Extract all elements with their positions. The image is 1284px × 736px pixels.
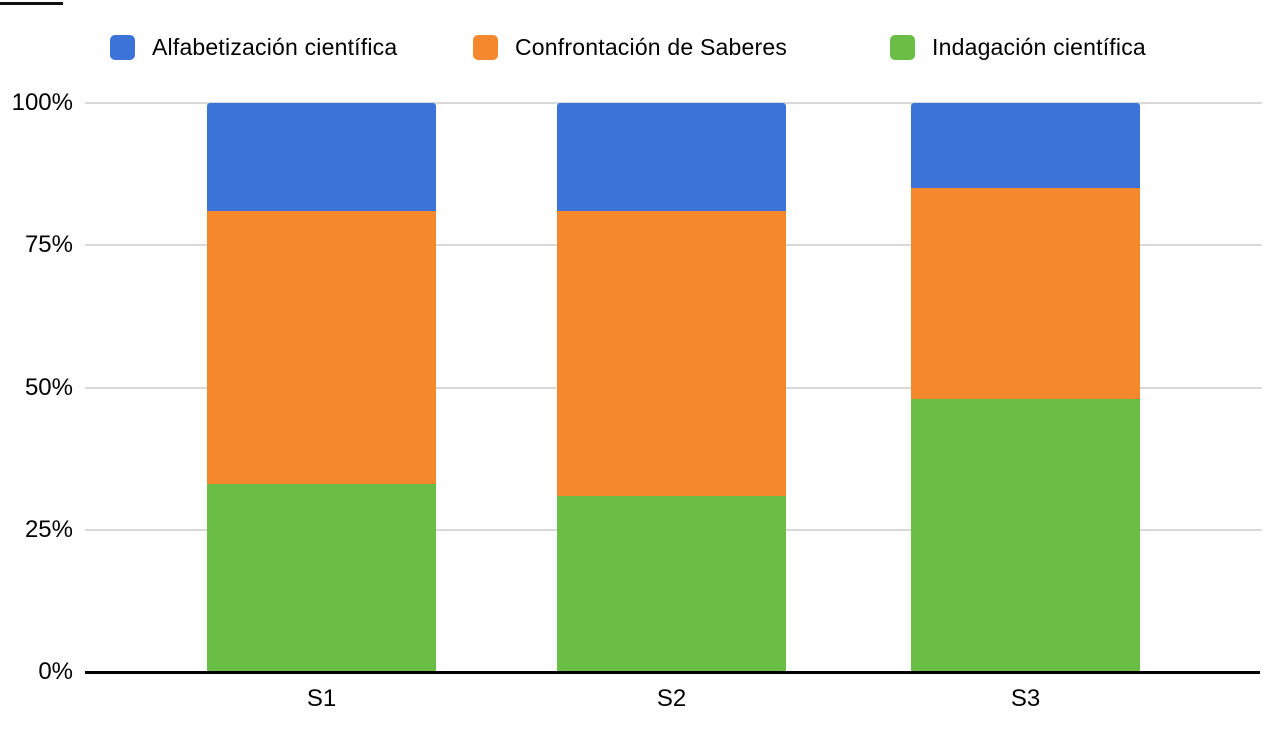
x-axis-category-label: S1 <box>306 685 337 712</box>
bar-segment-S1-1[interactable] <box>207 103 436 212</box>
legend-swatch-icon <box>110 34 135 60</box>
y-axis-tick-label: 100% <box>11 89 73 116</box>
bar-segment-S2-2[interactable] <box>557 211 786 496</box>
bar-segment-S3-3[interactable] <box>911 398 1140 672</box>
y-axis-tick-label: 0% <box>38 658 73 685</box>
legend-label: Alfabetización científica <box>152 33 398 60</box>
legend-item[interactable]: Alfabetización científica <box>110 33 397 61</box>
legend-swatch-icon <box>473 34 498 60</box>
bar-segment-S1-2[interactable] <box>207 211 436 485</box>
legend-label: Confrontación de Saberes <box>515 33 788 60</box>
legend-item[interactable]: Confrontación de Saberes <box>473 33 787 61</box>
legend-label: Indagación científica <box>932 33 1146 60</box>
bar-segment-S2-3[interactable] <box>557 495 786 672</box>
bar-segment-S2-1[interactable] <box>557 103 786 212</box>
x-axis-category-label: S2 <box>656 685 687 712</box>
bar-segment-S1-3[interactable] <box>207 484 436 672</box>
legend-swatch-icon <box>890 34 915 60</box>
bar-segment-S3-2[interactable] <box>911 188 1140 399</box>
y-axis-tick-label: 75% <box>24 231 73 259</box>
legend-item[interactable]: Indagación científica <box>890 33 1146 61</box>
bar-segment-S3-1[interactable] <box>911 103 1140 189</box>
x-axis-line <box>85 671 1260 674</box>
y-axis-tick-label: 25% <box>24 515 73 543</box>
screenshot-edge-line <box>0 2 63 5</box>
y-axis-tick-label: 50% <box>24 373 73 401</box>
x-axis-category-label: S3 <box>1010 685 1041 712</box>
